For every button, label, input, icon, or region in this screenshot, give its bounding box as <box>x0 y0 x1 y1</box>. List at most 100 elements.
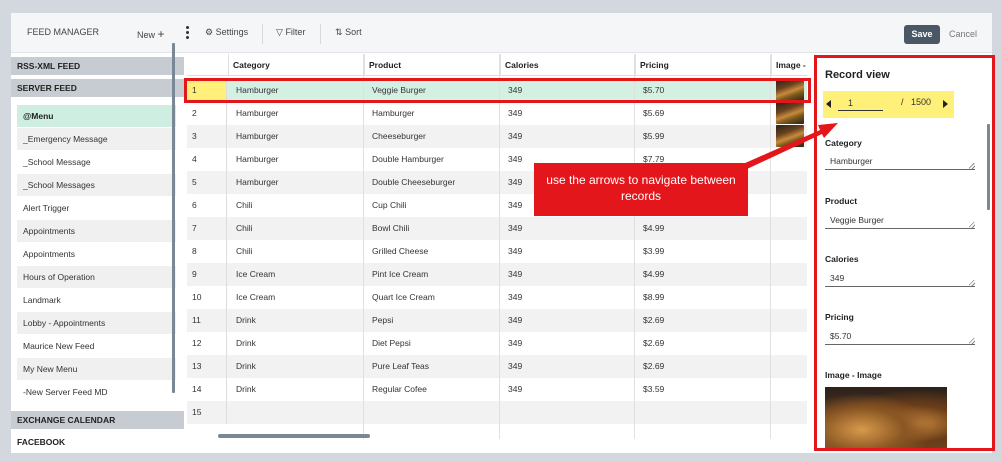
sidebar-item[interactable]: Maurice New Feed <box>23 341 95 351</box>
cell-product[interactable]: Pepsi <box>372 315 394 325</box>
resize-grip-icon[interactable] <box>969 338 975 344</box>
sidebar-item[interactable]: My New Menu <box>17 358 176 380</box>
sidebar-item[interactable]: _Emergency Message <box>17 128 176 150</box>
table-row[interactable]: 2 Hamburger Hamburger 349 $5.69 <box>187 102 807 125</box>
cell-product[interactable]: Grilled Cheese <box>372 246 429 256</box>
cell-product[interactable]: Bowl Chili <box>372 223 410 233</box>
cell-calories[interactable]: 349 <box>508 269 523 279</box>
cell-category[interactable]: Hamburger <box>236 85 279 95</box>
cell-product[interactable]: Cheeseburger <box>372 131 426 141</box>
cell-category[interactable]: Chili <box>236 246 253 256</box>
new-button[interactable]: New + <box>137 27 165 41</box>
sort-button[interactable]: ⇅ Sort <box>335 27 362 38</box>
cell-product[interactable]: Double Hamburger <box>372 154 444 164</box>
more-options-icon[interactable] <box>186 26 189 40</box>
cell-product[interactable]: Double Cheeseburger <box>372 177 456 187</box>
cell-pricing[interactable]: $3.99 <box>643 246 665 256</box>
cell-category[interactable]: Ice Cream <box>236 269 276 279</box>
sidebar-scrollbar[interactable] <box>172 43 175 393</box>
cell-product[interactable]: Regular Cofee <box>372 384 427 394</box>
settings-button[interactable]: ⚙ Settings <box>205 27 248 38</box>
sidebar-item[interactable]: @Menu <box>17 105 176 127</box>
cell-product[interactable]: Pure Leaf Teas <box>372 361 430 371</box>
cell-calories[interactable]: 349 <box>508 246 523 256</box>
sidebar-item[interactable]: Landmark <box>23 295 61 305</box>
cell-category[interactable]: Hamburger <box>236 131 279 141</box>
cell-category[interactable]: Drink <box>236 361 256 371</box>
resize-grip-icon[interactable] <box>969 163 975 169</box>
cell-pricing[interactable]: $4.99 <box>643 223 665 233</box>
cell-pricing[interactable]: $3.59 <box>643 384 665 394</box>
table-row[interactable]: 13 Drink Pure Leaf Teas 349 $2.69 <box>187 355 807 378</box>
cell-calories[interactable]: 349 <box>508 361 523 371</box>
table-row[interactable]: 6 Chili Cup Chili 349 <box>187 194 807 217</box>
table-row[interactable]: 3 Hamburger Cheeseburger 349 $5.99 <box>187 125 807 148</box>
sidebar-item[interactable]: Lobby - Appointments <box>17 312 176 334</box>
table-row[interactable]: 9 Ice Cream Pint Ice Cream 349 $4.99 <box>187 263 807 286</box>
cell-pricing[interactable]: $2.69 <box>643 315 665 325</box>
table-row[interactable]: 8 Chili Grilled Cheese 349 $3.99 <box>187 240 807 263</box>
cell-category[interactable]: Drink <box>236 338 256 348</box>
sidebar-section-server-feed[interactable]: SERVER FEED <box>11 79 184 97</box>
resize-grip-icon[interactable] <box>969 280 975 286</box>
cell-calories[interactable]: 349 <box>508 315 523 325</box>
cell-category[interactable]: Chili <box>236 223 253 233</box>
cell-calories[interactable]: 349 <box>508 177 523 187</box>
table-row[interactable]: 15 <box>187 401 807 424</box>
cell-category[interactable]: Chili <box>236 200 253 210</box>
cell-category[interactable]: Hamburger <box>236 154 279 164</box>
cell-product[interactable]: Pint Ice Cream <box>372 269 429 279</box>
cell-product[interactable]: Quart Ice Cream <box>372 292 435 302</box>
next-record-arrow-icon[interactable] <box>943 100 948 108</box>
cancel-button[interactable]: Cancel <box>949 29 978 39</box>
cell-pricing[interactable]: $8.99 <box>643 292 665 302</box>
column-header-calories[interactable]: Calories <box>500 54 635 76</box>
grid-horizontal-scrollbar[interactable] <box>218 434 370 438</box>
cell-pricing[interactable]: $5.69 <box>643 108 665 118</box>
save-button[interactable]: Save <box>904 25 940 44</box>
product-field[interactable]: Veggie Burger <box>825 213 975 229</box>
cell-pricing[interactable]: $5.99 <box>643 131 665 141</box>
table-row[interactable]: 11 Drink Pepsi 349 $2.69 <box>187 309 807 332</box>
column-header-category[interactable]: Category <box>228 54 364 76</box>
cell-product[interactable]: Diet Pepsi <box>372 338 411 348</box>
cell-category[interactable]: Hamburger <box>236 108 279 118</box>
cell-category[interactable]: Ice Cream <box>236 292 276 302</box>
calories-field[interactable]: 349 <box>825 271 975 287</box>
cell-calories[interactable]: 349 <box>508 85 523 95</box>
sidebar-section-exchange-calendar[interactable]: EXCHANGE CALENDAR <box>11 411 184 429</box>
sidebar-item[interactable]: Hours of Operation <box>17 266 176 288</box>
table-row[interactable]: 14 Drink Regular Cofee 349 $3.59 <box>187 378 807 401</box>
table-row[interactable]: 7 Chili Bowl Chili 349 $4.99 <box>187 217 807 240</box>
table-row[interactable]: 4 Hamburger Double Hamburger 349 $7.79 <box>187 148 807 171</box>
cell-category[interactable]: Drink <box>236 384 256 394</box>
cell-calories[interactable]: 349 <box>508 292 523 302</box>
cell-pricing[interactable]: $7.79 <box>643 154 665 164</box>
cell-category[interactable]: Drink <box>236 315 256 325</box>
sidebar-item[interactable]: Appointments <box>23 249 75 259</box>
pricing-field[interactable]: $5.70 <box>825 329 975 345</box>
category-field[interactable]: Hamburger <box>825 154 975 170</box>
cell-product[interactable]: Hamburger <box>372 108 415 118</box>
cell-pricing[interactable]: $2.69 <box>643 338 665 348</box>
sidebar-item[interactable]: _School Messages <box>17 174 176 196</box>
table-row[interactable]: 1 Hamburger Veggie Burger 349 $5.70 <box>187 79 807 102</box>
cell-calories[interactable]: 349 <box>508 131 523 141</box>
column-header-pricing[interactable]: Pricing <box>635 54 771 76</box>
current-record-input[interactable]: 1 <box>838 96 883 111</box>
cell-category[interactable]: Hamburger <box>236 177 279 187</box>
cell-calories[interactable]: 349 <box>508 384 523 394</box>
cell-calories[interactable]: 349 <box>508 223 523 233</box>
column-header-product[interactable]: Product <box>364 54 500 76</box>
cell-pricing[interactable]: $2.69 <box>643 361 665 371</box>
sidebar-item[interactable]: Appointments <box>17 220 176 242</box>
cell-calories[interactable]: 349 <box>508 338 523 348</box>
cell-calories[interactable]: 349 <box>508 154 523 164</box>
column-header-image[interactable]: Image - <box>771 54 807 76</box>
food-thumbnail[interactable] <box>776 79 804 101</box>
record-view-scrollbar[interactable] <box>987 124 990 210</box>
sidebar-section-facebook[interactable]: FACEBOOK <box>11 433 184 451</box>
sidebar-item[interactable]: Alert Trigger <box>23 203 70 213</box>
food-thumbnail[interactable] <box>776 102 804 124</box>
cell-calories[interactable]: 349 <box>508 108 523 118</box>
